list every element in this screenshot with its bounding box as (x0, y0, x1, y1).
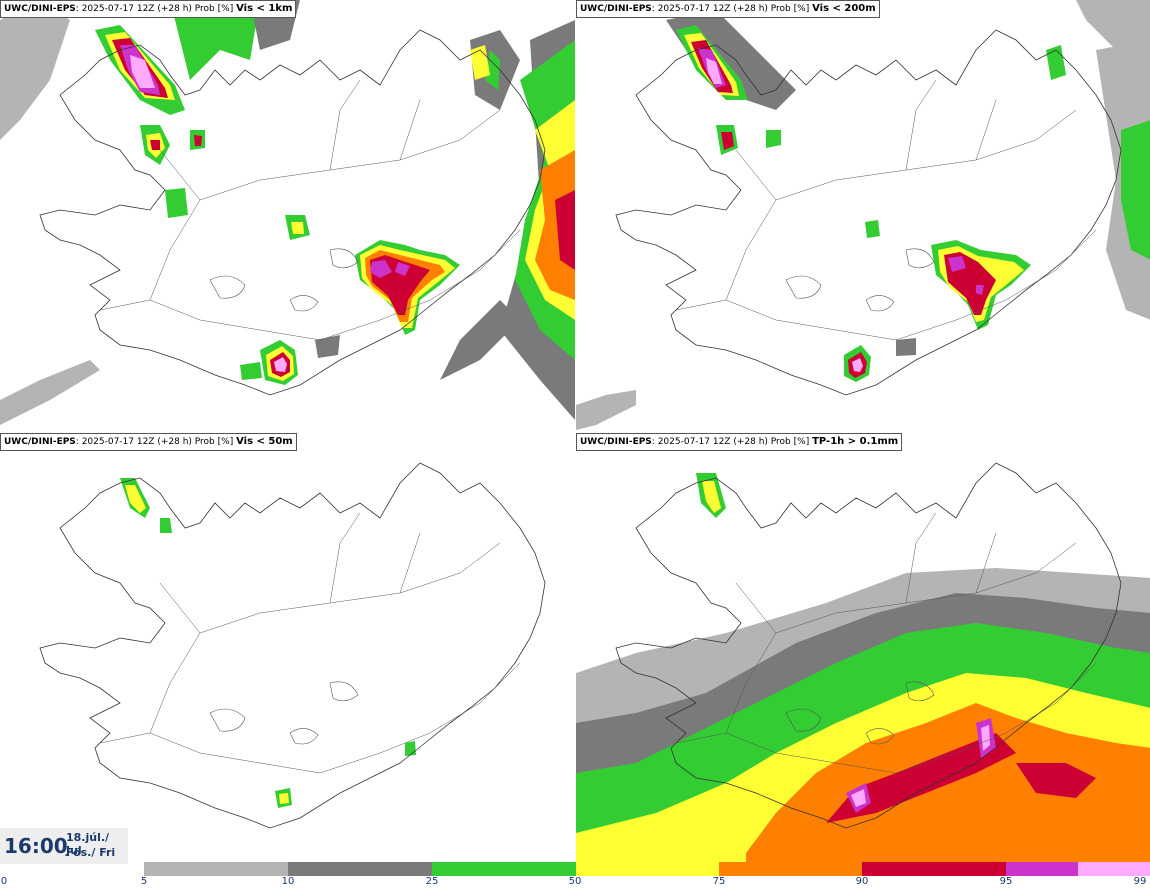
legend-tick: 99 (1133, 876, 1147, 887)
variable-name: Vis < 200m (812, 3, 876, 14)
legend-segment-5 (144, 862, 288, 876)
model-name: UWC/DINI-EPS (580, 437, 652, 447)
valid-date-line1: 18.júl./ Jul (66, 831, 110, 857)
model-name: UWC/DINI-EPS (4, 437, 76, 447)
run-info: : 2025-07-17 12Z (+28 h) Prob [%] (651, 437, 810, 447)
valid-time-box: 16:00 18.júl./ Jul Fös./ Fri (0, 828, 128, 864)
run-info: : 2025-07-17 12Z (+28 h) Prob [%] (75, 437, 234, 447)
valid-date-line2: Fös./ Fri (66, 846, 116, 859)
panel-title: UWC/DINI-EPS: 2025-07-17 12Z (+28 h) Pro… (0, 433, 297, 451)
legend-segment-25 (432, 862, 576, 876)
legend-tick: 0 (0, 876, 8, 887)
panel-title: UWC/DINI-EPS: 2025-07-17 12Z (+28 h) Pro… (576, 0, 880, 18)
legend-segment-50 (576, 862, 719, 876)
map-vis-200m (576, 0, 1150, 430)
map-vis-1km (0, 0, 575, 425)
legend-tick: 95 (999, 876, 1013, 887)
run-info: : 2025-07-17 12Z (+28 h) Prob [%] (651, 4, 810, 14)
legend-segment-95 (1006, 862, 1078, 876)
variable-name: TP-1h > 0.1mm (812, 436, 899, 447)
legend-segment-10 (288, 862, 432, 876)
variable-name: Vis < 1km (236, 3, 293, 14)
legend-tick: 10 (281, 876, 295, 887)
map-panel-vis-50m: UWC/DINI-EPS: 2025-07-17 12Z (+28 h) Pro… (0, 433, 575, 863)
legend-tick: 5 (140, 876, 148, 887)
valid-time: 16:00 (4, 834, 68, 858)
map-panel-vis-200m: UWC/DINI-EPS: 2025-07-17 12Z (+28 h) Pro… (576, 0, 1150, 430)
map-vis-50m (39, 462, 546, 829)
legend-tick: 90 (855, 876, 869, 887)
run-info: : 2025-07-17 12Z (+28 h) Prob [%] (75, 4, 234, 14)
model-name: UWC/DINI-EPS (580, 4, 652, 14)
legend-segment-99 (1078, 862, 1150, 876)
legend-tick: 75 (712, 876, 726, 887)
legend-segment-90 (862, 862, 1006, 876)
legend-tick: 25 (425, 876, 439, 887)
map-panel-tp-1h: UWC/DINI-EPS: 2025-07-17 12Z (+28 h) Pro… (576, 433, 1150, 863)
panel-title: UWC/DINI-EPS: 2025-07-17 12Z (+28 h) Pro… (0, 0, 297, 18)
legend-tick: 50 (568, 876, 582, 887)
map-panel-vis-1km: UWC/DINI-EPS: 2025-07-17 12Z (+28 h) Pro… (0, 0, 575, 430)
legend-segment-75 (719, 862, 862, 876)
panel-title: UWC/DINI-EPS: 2025-07-17 12Z (+28 h) Pro… (576, 433, 903, 451)
color-legend: 0 5 10 25 50 75 90 95 99 (0, 862, 1150, 891)
map-tp-1h (576, 462, 1150, 863)
variable-name: Vis < 50m (236, 436, 293, 447)
model-name: UWC/DINI-EPS (4, 4, 76, 14)
